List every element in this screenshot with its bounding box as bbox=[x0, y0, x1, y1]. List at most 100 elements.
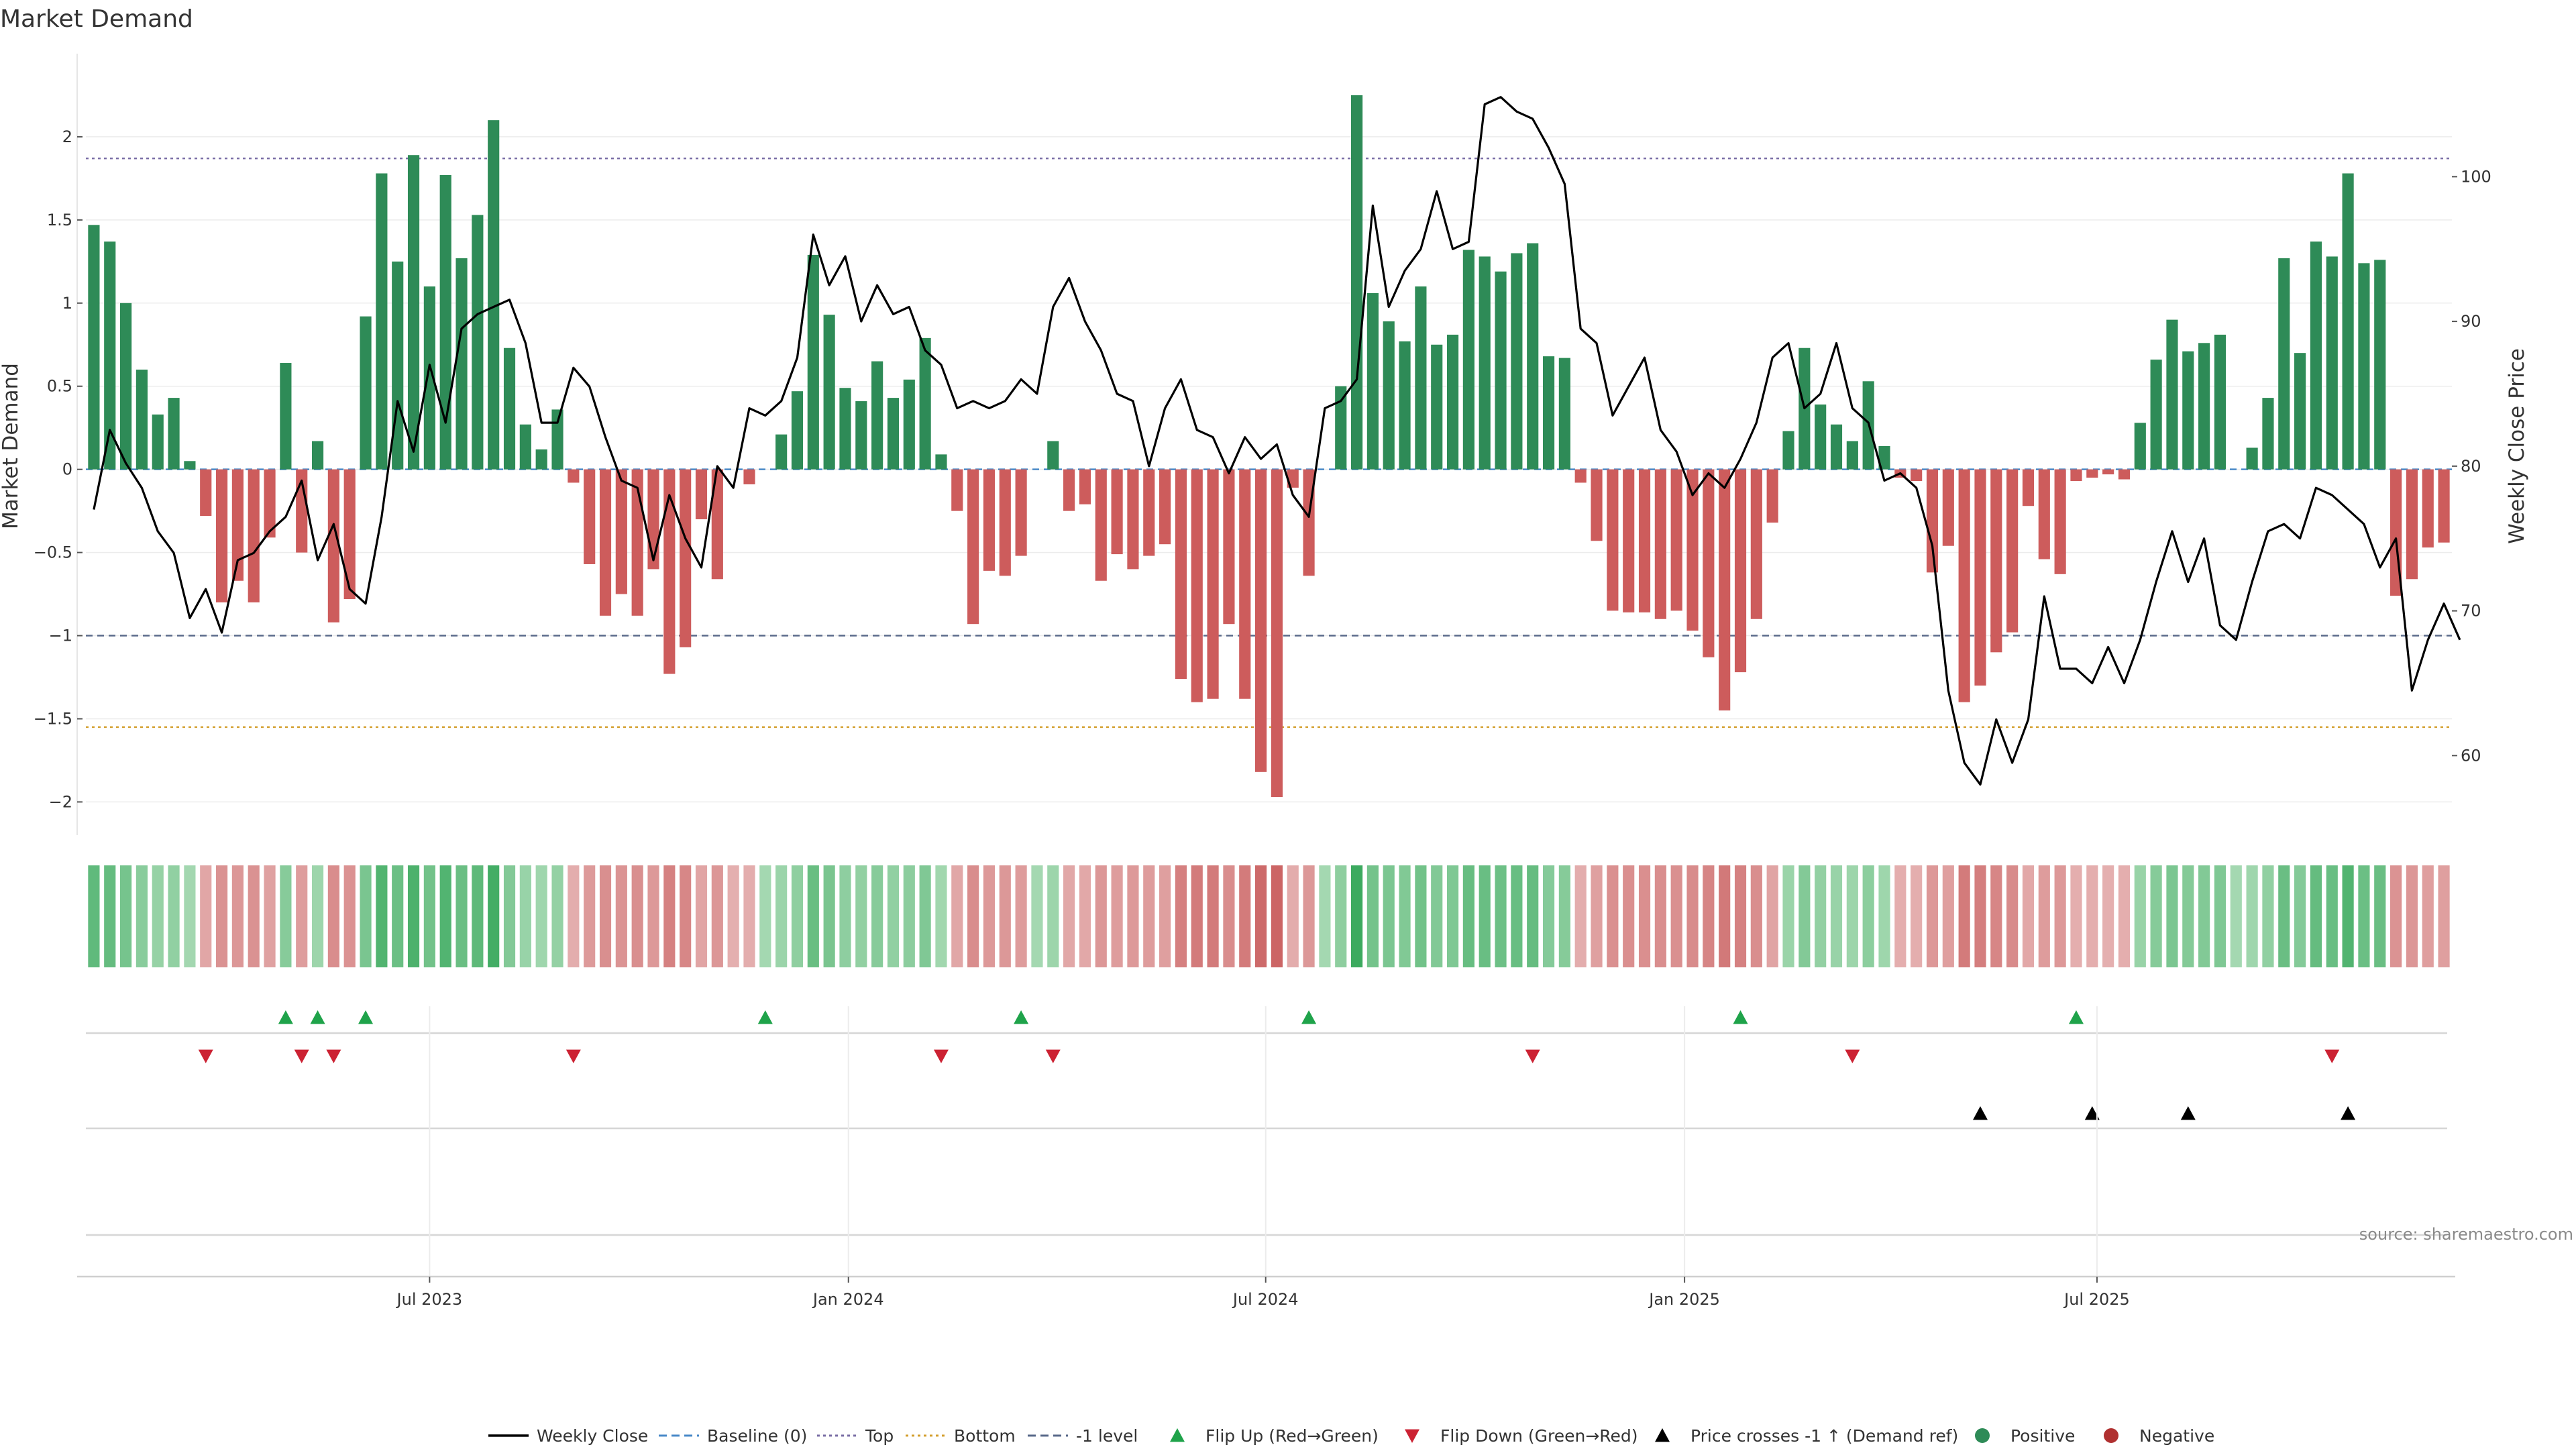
positive-bar bbox=[1431, 344, 1443, 470]
heat-strip-cell bbox=[215, 865, 228, 967]
right-axis-ticks: 100 90 80 70 60 bbox=[2452, 167, 2491, 765]
legend-label: Negative bbox=[2139, 1426, 2214, 1446]
date-tick-label: Jul 2023 bbox=[396, 1290, 463, 1309]
positive-bar bbox=[2294, 353, 2306, 470]
positive-bar bbox=[119, 303, 132, 470]
negative-bar bbox=[2406, 469, 2418, 580]
heat-strip-cell bbox=[1079, 865, 1091, 967]
positive-bar bbox=[823, 315, 835, 470]
heat-strip-cell bbox=[2166, 865, 2178, 967]
negative-bar bbox=[1143, 469, 1155, 556]
negative-bar bbox=[1974, 469, 1986, 686]
positive-bar bbox=[2214, 334, 2226, 470]
heat-strip-cell bbox=[2230, 865, 2242, 967]
heat-strip-cell bbox=[2294, 865, 2306, 967]
right-tick-label: 90 bbox=[2461, 312, 2481, 331]
heat-strip-cell bbox=[1558, 865, 1570, 967]
source-note: source: sharemaestro.com bbox=[2359, 1225, 2573, 1244]
date-axis-ticks: Jul 2023 Jan 2024 Jul 2024 Jan 2025 Jul 2025 bbox=[396, 1006, 2130, 1309]
negative-bar bbox=[1591, 469, 1603, 541]
positive-bar bbox=[791, 391, 804, 470]
negative-bar bbox=[1175, 469, 1187, 679]
heat-strip-cell bbox=[1942, 865, 1954, 967]
positive-bar bbox=[2150, 360, 2162, 470]
left-tick-label: 0 bbox=[62, 460, 72, 479]
flip-up-marker bbox=[757, 1010, 773, 1024]
flip-up-marker bbox=[2068, 1010, 2084, 1024]
negative-bar bbox=[1159, 469, 1171, 545]
heat-strip-cell bbox=[1271, 865, 1283, 967]
negative-bar bbox=[743, 469, 755, 484]
legend-triangle-up-icon bbox=[1170, 1428, 1185, 1442]
heat-strip-cell bbox=[1846, 865, 1858, 967]
negative-bar bbox=[1191, 469, 1203, 702]
flip-down-marker bbox=[1045, 1049, 1061, 1063]
negative-bar bbox=[647, 469, 659, 570]
heat-strip-cell bbox=[695, 865, 708, 967]
heat-strip-cell bbox=[1911, 865, 1923, 967]
date-tick-label: Jul 2024 bbox=[1232, 1290, 1299, 1309]
heat-strip-cell bbox=[2374, 865, 2386, 967]
heat-strip-cell bbox=[791, 865, 804, 967]
heat-strip-cell bbox=[1223, 865, 1235, 967]
negative-bar bbox=[1958, 469, 1970, 702]
negative-bar bbox=[1766, 469, 1778, 523]
legend-label: Flip Up (Red→Green) bbox=[1205, 1426, 1379, 1446]
flip-up-marker bbox=[278, 1010, 293, 1024]
price-cross-marker bbox=[2180, 1106, 2196, 1120]
positive-bar bbox=[360, 316, 372, 470]
heat-strip-cell bbox=[1095, 865, 1107, 967]
heat-strip-cell bbox=[2070, 865, 2082, 967]
left-tick-label: −1.5 bbox=[34, 709, 72, 728]
flip-up-marker bbox=[1014, 1010, 1029, 1024]
heat-strip-cell bbox=[599, 865, 612, 967]
heat-strip-cell bbox=[1607, 865, 1619, 967]
negative-bar bbox=[264, 469, 276, 538]
negative-bar bbox=[1990, 469, 2002, 653]
positive-bar bbox=[2166, 319, 2178, 470]
heat-strip-cell bbox=[2150, 865, 2162, 967]
negative-bar bbox=[2070, 469, 2082, 482]
heat-strip-cell bbox=[1926, 865, 1939, 967]
chart-title: Market Demand bbox=[0, 5, 193, 33]
heat-strip-cell bbox=[584, 865, 596, 967]
negative-bar bbox=[2086, 469, 2098, 478]
heat-strip-cell bbox=[1335, 865, 1347, 967]
left-tick-label: 2 bbox=[62, 127, 72, 146]
flip-up-marker bbox=[310, 1010, 325, 1024]
negative-bar bbox=[1703, 469, 1715, 657]
positive-bar bbox=[1527, 243, 1539, 470]
heat-strip-cell bbox=[1990, 865, 2002, 967]
heat-strip-cell bbox=[711, 865, 723, 967]
negative-bar bbox=[200, 469, 212, 517]
heat-strip-cell bbox=[1399, 865, 1411, 967]
heat-strip-cell bbox=[2022, 865, 2035, 967]
heat-strip-cell bbox=[1527, 865, 1539, 967]
heat-strip-cell bbox=[376, 865, 388, 967]
flip-down-marker bbox=[566, 1049, 581, 1063]
left-axis-label: Market Demand bbox=[0, 363, 23, 529]
negative-bar bbox=[999, 469, 1011, 576]
heat-strip-cell bbox=[231, 865, 244, 967]
heat-strip-cell bbox=[2182, 865, 2194, 967]
heat-strip-cell bbox=[1495, 865, 1507, 967]
heat-strip-cell bbox=[1287, 865, 1299, 967]
positive-bar bbox=[903, 379, 915, 470]
heat-strip-cell bbox=[88, 865, 100, 967]
heat-strip-cell bbox=[1431, 865, 1443, 967]
date-tick-label: Jan 2024 bbox=[812, 1290, 884, 1309]
heat-strip-cell bbox=[136, 865, 148, 967]
positive-bar bbox=[807, 254, 819, 470]
heat-strip-cell bbox=[1255, 865, 1267, 967]
demand-heat-strip bbox=[88, 865, 2450, 967]
positive-bar bbox=[2342, 173, 2354, 470]
negative-bar bbox=[1719, 469, 1731, 711]
heat-strip-cell bbox=[1591, 865, 1603, 967]
weekly-close-line bbox=[93, 96, 2461, 786]
heat-strip-cell bbox=[680, 865, 692, 967]
negative-bar bbox=[1015, 469, 1027, 556]
negative-bar bbox=[1095, 469, 1107, 581]
positive-bar bbox=[935, 454, 947, 470]
heat-strip-cell bbox=[999, 865, 1011, 967]
